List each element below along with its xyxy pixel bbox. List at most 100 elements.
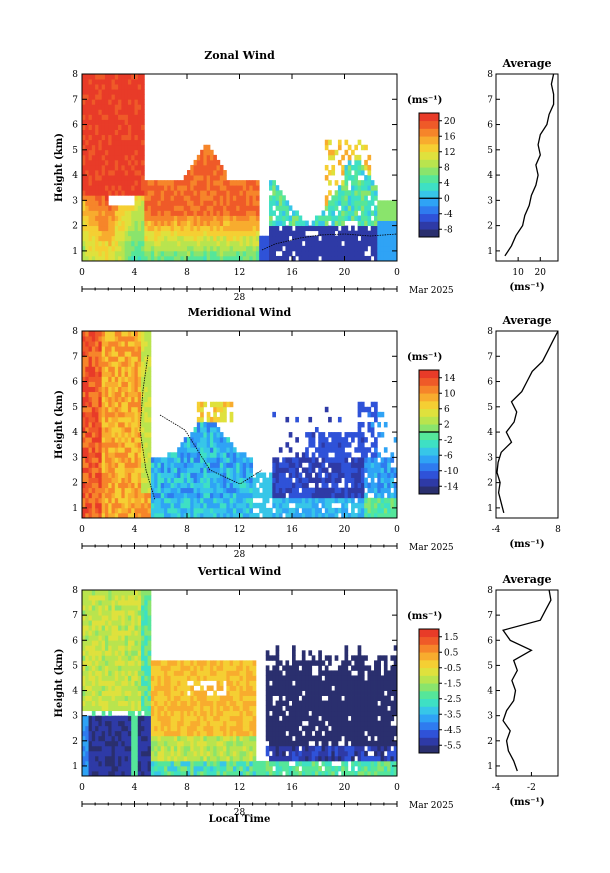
- heatmap-cell: [239, 215, 244, 221]
- heatmap-cell: [216, 185, 221, 191]
- heatmap-cell: [232, 230, 237, 237]
- heatmap-cell: [150, 185, 155, 191]
- heatmap-cell: [127, 735, 132, 742]
- heatmap-cell: [301, 230, 306, 237]
- heatmap-cell: [364, 477, 368, 484]
- heatmap-cell: [173, 665, 178, 671]
- heatmap-cell: [272, 210, 276, 216]
- heatmap-cell: [131, 114, 135, 120]
- heatmap-cell: [157, 705, 162, 712]
- heatmap-cell: [308, 225, 313, 232]
- heatmap-cell: [137, 84, 142, 90]
- heatmap-cell: [118, 119, 122, 125]
- heatmap-cell: [377, 411, 381, 418]
- heatmap-cell: [127, 655, 132, 661]
- heatmap-cell: [82, 94, 86, 100]
- heatmap-cell: [213, 210, 217, 216]
- heatmap-cell: [101, 129, 106, 136]
- heatmap-cell: [288, 432, 293, 438]
- heatmap-cell: [114, 457, 119, 463]
- heatmap-cell: [98, 220, 103, 227]
- heatmap-cell: [370, 472, 375, 478]
- heatmap-cell: [164, 700, 168, 707]
- heatmap-cell: [213, 507, 217, 514]
- heatmap-cell: [160, 700, 165, 707]
- heatmap-cell: [157, 195, 162, 201]
- heatmap-cell: [104, 740, 109, 747]
- heatmap-cell: [108, 205, 112, 211]
- heatmap-cell: [144, 660, 149, 666]
- heatmap-cell: [82, 650, 86, 656]
- heatmap-cell: [370, 507, 375, 514]
- heatmap-cell: [226, 205, 231, 211]
- heatmap-cell: [85, 220, 89, 227]
- heatmap-cell: [177, 690, 181, 696]
- heatmap-cell: [101, 401, 106, 408]
- heatmap-cell: [154, 462, 158, 468]
- heatmap-cell: [98, 512, 103, 519]
- heatmap-cell: [200, 482, 204, 489]
- heatmap-cell: [180, 512, 185, 519]
- heatmap-cell: [341, 164, 345, 171]
- heatmap-cell: [232, 210, 237, 216]
- heatmap-cell: [380, 512, 385, 519]
- heatmap-cell: [196, 205, 201, 211]
- heatmap-cell: [95, 452, 99, 458]
- heatmap-cell: [242, 255, 247, 262]
- heatmap-cell: [337, 447, 342, 453]
- heatmap-cell: [223, 180, 227, 186]
- heatmap-cell: [216, 159, 221, 166]
- heatmap-cell: [85, 225, 89, 232]
- heatmap-cell: [173, 680, 178, 686]
- heatmap-cell: [141, 635, 145, 641]
- colorbar-swatch: [419, 229, 439, 238]
- heatmap-cell: [216, 220, 221, 227]
- heatmap-cell: [255, 225, 260, 232]
- heatmap-cell: [351, 200, 355, 206]
- heatmap-cell: [127, 442, 132, 448]
- heatmap-cell: [101, 396, 106, 403]
- heatmap-cell: [131, 655, 135, 661]
- heatmap-cell: [351, 205, 355, 211]
- heatmap-cell: [157, 690, 162, 696]
- heatmap-cell: [98, 432, 103, 438]
- heatmap-cell: [131, 225, 135, 232]
- heatmap-cell: [239, 245, 244, 252]
- heatmap-cell: [209, 245, 214, 252]
- heatmap-cell: [160, 710, 165, 717]
- heatmap-cell: [131, 482, 135, 489]
- heatmap-cell: [301, 487, 306, 494]
- heatmap-cell: [118, 175, 122, 181]
- heatmap-cell: [347, 159, 352, 166]
- heatmap-cell: [114, 134, 119, 141]
- heatmap-cell: [170, 710, 175, 717]
- heatmap-cell: [134, 427, 139, 433]
- heatmap-cell: [147, 432, 152, 438]
- heatmap-cell: [357, 245, 362, 252]
- heatmap-cell: [85, 750, 89, 757]
- heatmap-cell: [88, 437, 93, 443]
- heatmap-cell: [98, 84, 103, 90]
- heatmap-cell: [131, 366, 135, 372]
- heatmap-cell: [364, 502, 368, 509]
- heatmap-cell: [98, 765, 103, 772]
- heatmap-cell: [82, 250, 86, 257]
- heatmap-cell: [196, 406, 201, 413]
- heatmap-cell: [82, 595, 86, 601]
- heatmap-cell: [216, 255, 221, 262]
- heatmap-cell: [223, 406, 227, 413]
- heatmap-cell: [108, 760, 112, 767]
- heatmap-cell: [121, 356, 126, 362]
- heatmap-cell: [85, 371, 89, 377]
- heatmap-cell: [242, 180, 247, 186]
- heatmap-cell: [206, 190, 211, 196]
- heatmap-cell: [114, 149, 119, 156]
- heatmap-cell: [347, 442, 352, 448]
- heatmap-cell: [98, 376, 103, 382]
- heatmap-cell: [127, 640, 132, 646]
- heatmap-cell: [213, 175, 217, 181]
- heatmap-cell: [305, 507, 309, 514]
- heatmap-cell: [216, 406, 221, 413]
- heatmap-cell: [190, 255, 194, 262]
- heatmap-cell: [131, 159, 135, 166]
